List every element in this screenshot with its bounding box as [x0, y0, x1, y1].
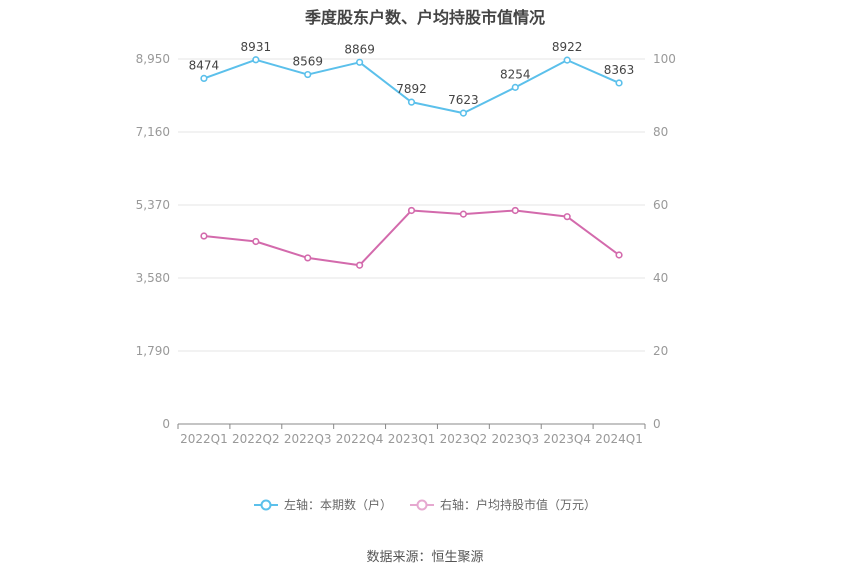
series-2-point	[356, 261, 364, 269]
data-label: 8869	[344, 42, 375, 56]
x-axis-tick-label: 2022Q2	[232, 432, 280, 446]
series-1-point	[511, 83, 519, 91]
legend-line-marker-icon	[253, 499, 278, 510]
right-axis-tick-label: 80	[653, 125, 668, 139]
right-axis-tick-label: 20	[653, 344, 668, 358]
series-1-point	[563, 56, 571, 64]
series-1-point	[407, 98, 416, 106]
series-2-point	[615, 251, 623, 259]
legend-label-right: 右轴：户均持股市值（万元）	[440, 498, 597, 512]
legend: 左轴：本期数（户） 右轴：户均持股市值（万元）	[0, 496, 850, 513]
x-axis-tick-label: 2023Q3	[491, 432, 539, 446]
x-axis-tick-label: 2022Q3	[284, 432, 332, 446]
series-2-point	[459, 210, 467, 218]
left-axis-tick-label: 0	[162, 417, 170, 431]
left-axis-tick-label: 3,580	[136, 271, 170, 285]
left-axis-tick-label: 1,790	[136, 344, 170, 358]
right-axis-tick-label: 40	[653, 271, 668, 285]
series-2-point	[407, 206, 416, 215]
x-axis-tick-label: 2023Q1	[388, 432, 436, 446]
legend-line-marker-icon	[410, 499, 434, 510]
chart-title: 季度股东户数、户均持股市值情况	[304, 8, 545, 27]
data-label: 8363	[604, 63, 635, 77]
right-axis-tick-label: 100	[653, 52, 676, 66]
series-1-point	[304, 70, 312, 79]
series-2-point	[200, 232, 208, 240]
right-axis-tick-label: 0	[653, 417, 661, 431]
series-1-point	[200, 74, 208, 83]
series-1-point	[459, 109, 467, 117]
series-2-point	[511, 206, 519, 215]
source-note: 数据来源：恒生聚源	[366, 550, 484, 565]
data-label: 7892	[396, 82, 427, 96]
data-label: 8931	[241, 40, 272, 54]
left-axis-tick-label: 8,950	[136, 52, 170, 66]
x-axis-tick-label: 2024Q1	[595, 432, 643, 446]
right-axis-tick-label: 60	[653, 198, 668, 212]
series-2-point	[563, 213, 571, 221]
series-1-point	[615, 79, 623, 87]
data-label: 8569	[292, 55, 323, 69]
x-axis-tick-label: 2022Q4	[336, 432, 384, 446]
series-1-point	[356, 58, 364, 66]
series-1-point	[252, 56, 260, 64]
x-axis-tick-label: 2023Q2	[440, 432, 488, 446]
legend-item-right[interactable]: 右轴：户均持股市值（万元）	[410, 496, 596, 513]
series-2-point	[304, 254, 312, 262]
legend-item-left[interactable]: 左轴：本期数（户）	[253, 496, 392, 513]
data-label: 7623	[448, 93, 479, 107]
data-label: 8474	[189, 58, 220, 72]
legend-label-left: 左轴：本期数（户）	[283, 498, 392, 512]
x-axis-tick-label: 2022Q1	[180, 432, 228, 446]
left-axis-tick-label: 5,370	[136, 198, 170, 212]
series-line-2	[203, 209, 620, 267]
series-2-point	[252, 237, 260, 246]
x-axis-tick-label: 2023Q4	[543, 432, 591, 446]
left-axis-tick-label: 7,160	[136, 125, 170, 139]
data-label: 8254	[500, 67, 531, 81]
data-label: 8922	[552, 40, 583, 54]
